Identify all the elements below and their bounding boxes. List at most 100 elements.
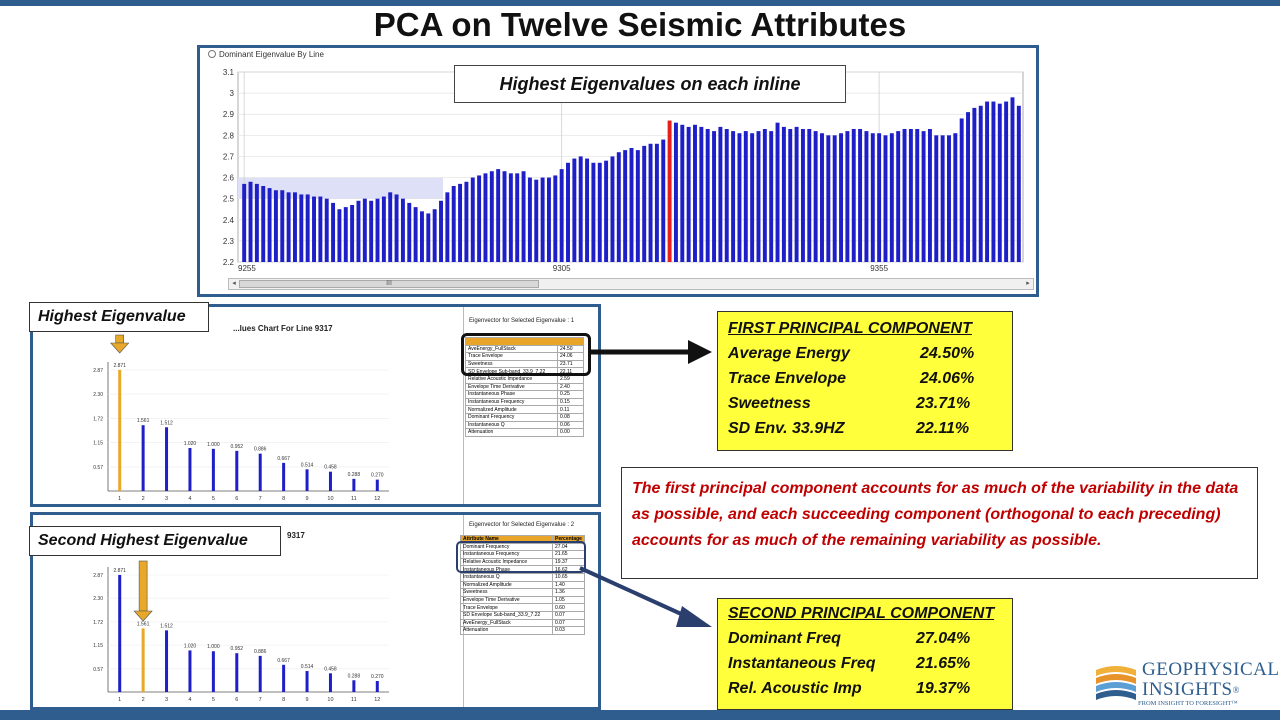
y-tick-label: 2.5: [223, 195, 235, 204]
percentage-cell: 0.07: [552, 610, 585, 620]
x-tick-label: 4: [188, 697, 191, 703]
percentage-cell: 0.11: [557, 405, 584, 414]
x-tick-label: 1: [118, 496, 121, 502]
x-tick-label: 9305: [553, 264, 571, 273]
attribute-name-cell: Sweetness: [460, 588, 553, 597]
eigenvalue-bar: [985, 101, 990, 262]
percentage-cell: 0.60: [552, 603, 585, 612]
eigenvalue-bar: [648, 143, 653, 262]
eigenvalue-bar: [788, 129, 793, 262]
dominant-eigenvalue-window: Dominant Eigenvalue By Line 3.1 3 2.9 2.8 2.…: [197, 45, 1039, 297]
panel-label-second: Second Highest Eigenvalue: [29, 526, 281, 556]
table-row[interactable]: Trace Envelope 0.60: [460, 603, 585, 612]
percentage-cell: 0.15: [557, 397, 584, 407]
attr-name: SD Env. 33.9HZ: [728, 420, 845, 437]
horizontal-scrollbar[interactable]: ◂ III ▸: [228, 278, 1034, 290]
eigenvalue-bar: [794, 126, 799, 262]
eigenvalue-bar: [966, 112, 970, 262]
selected-arrow-shaft: [115, 334, 125, 344]
scroll-thumb[interactable]: III: [239, 280, 539, 288]
table-row[interactable]: Instantaneous Frequency 0.15: [465, 397, 584, 407]
attr-percent: 23.71%: [916, 395, 971, 412]
eigenvalue-bar: [915, 129, 920, 262]
eigenvalue-bar: [407, 202, 412, 262]
x-tick-label: 4: [188, 496, 191, 502]
eigenvalue-bar: [781, 126, 786, 262]
eigenvalue-bar: [267, 188, 272, 262]
eigenvalue-bar: [800, 129, 805, 262]
eigenvalue-bar: [242, 183, 247, 262]
y-tick-label: 2.87: [93, 368, 103, 374]
eigenvalue-bar: [419, 211, 424, 262]
eigenvalue-bar: [680, 124, 685, 263]
eigenvalue-bar: [477, 175, 482, 262]
value-label: 0.514: [301, 462, 314, 468]
table-row[interactable]: Sweetness 1.36: [460, 588, 585, 597]
value-label: 0.667: [277, 456, 290, 462]
table-row[interactable]: Attenuation 0.00: [465, 428, 584, 437]
attribute-name-cell: Instantaneous Q: [460, 572, 553, 582]
top-attributes-highlight: [461, 333, 591, 376]
eigenvalue-bar: [578, 156, 583, 262]
x-tick-label: 5: [212, 496, 215, 502]
eigenvalue-bar: [896, 131, 901, 262]
table-row[interactable]: Envelope Time Derivative 1.05: [460, 595, 585, 605]
table-row[interactable]: Normalized Amplitude 1.40: [460, 580, 585, 590]
percentage-cell: 0.06: [557, 420, 584, 430]
eigenvalue-bar: [820, 133, 824, 262]
eigenvalue-bar: [188, 650, 192, 692]
eigenvalue-bar: [282, 664, 286, 692]
eigenvalue-bar: [540, 177, 545, 262]
arrow-head-first-pc: [688, 340, 712, 364]
table-row[interactable]: Dominant Frequency 0.08: [465, 412, 584, 422]
table-row[interactable]: Instantaneous Q 0.06: [465, 420, 584, 430]
second-principal-component-box: SECOND PRINCIPAL COMPONENT Dominant Freq…: [717, 598, 1013, 710]
table-row[interactable]: Attenuation 0.03: [460, 626, 585, 635]
eigenvalue-bar: [654, 143, 659, 262]
percentage-cell: 0.08: [557, 412, 584, 422]
eigenvalue-bar: [282, 462, 286, 491]
y-tick-label: 2.9: [223, 110, 235, 119]
eigenvalue-bar: [258, 655, 262, 692]
scroll-left-icon[interactable]: ◂: [232, 280, 236, 287]
percentage-cell: 2.40: [557, 382, 584, 392]
collapse-icon[interactable]: [208, 50, 216, 58]
first-pc-row: Sweetness 23.71%: [728, 391, 1002, 416]
eigenvalue-bar: [699, 126, 704, 262]
scroll-right-icon[interactable]: ▸: [1026, 280, 1030, 287]
eigenvalue-bar: [978, 105, 983, 263]
chart-title: 9317: [287, 531, 305, 540]
table-row[interactable]: Normalized Amplitude 0.11: [465, 405, 584, 414]
table-row[interactable]: AveEnergy_FullStack 0.07: [460, 618, 585, 628]
value-label: 0.886: [254, 649, 267, 655]
table-row[interactable]: Envelope Time Derivative 2.40: [465, 382, 584, 392]
x-tick-label: 12: [374, 697, 380, 703]
eigenvalue-bar: [305, 671, 309, 692]
eigenvalue-bar: [318, 196, 323, 262]
table-row[interactable]: Relative Acoustic Impedance 2.59: [465, 374, 584, 384]
x-tick-label: 7: [259, 697, 262, 703]
eigenvalue-bar: [141, 628, 145, 692]
y-tick-label: 2.6: [223, 174, 235, 183]
panel-divider: [463, 307, 464, 504]
x-tick-label: 5: [212, 697, 215, 703]
attribute-name-cell: Envelope Time Derivative: [460, 595, 553, 605]
table-row[interactable]: Instantaneous Phase 0.25: [465, 390, 584, 399]
eigenvalue-bar: [496, 169, 501, 262]
eigenvalue-bar: [762, 129, 767, 262]
eigenvalue-bar: [972, 107, 977, 262]
eigenvalue-bar: [235, 450, 239, 491]
logo-wave-icon: [1096, 666, 1136, 700]
percentage-cell: 1.36: [552, 588, 585, 597]
y-tick-label: 1.72: [93, 416, 103, 422]
value-label: 2.871: [113, 568, 126, 574]
table-row[interactable]: SD Envelope Sub-band_33.9_7.22 0.07: [460, 610, 585, 620]
attribute-name-cell: Normalized Amplitude: [460, 580, 553, 590]
table-row[interactable]: Instantaneous Q 10.65: [460, 572, 585, 582]
y-tick-label: 0.57: [93, 667, 103, 673]
first-pc-heading: FIRST PRINCIPAL COMPONENT: [728, 320, 972, 337]
value-label: 0.514: [301, 664, 314, 670]
eigenvector-header: Eigenvector for Selected Eigenvalue : 1: [469, 318, 575, 324]
eigenvalue-bar: [921, 131, 926, 262]
eigenvalue-bar: [432, 209, 437, 262]
